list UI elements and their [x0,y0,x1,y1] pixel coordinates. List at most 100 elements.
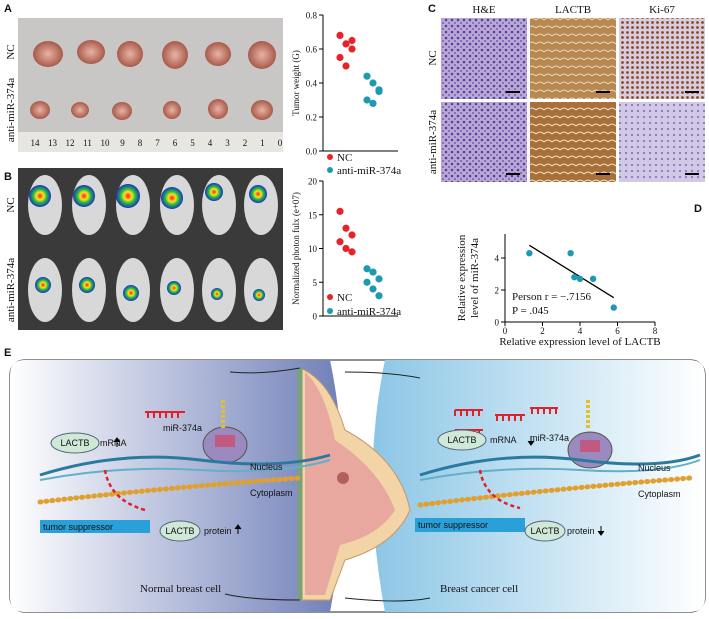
protein-label: protein [567,526,595,536]
row-label: NC [5,197,17,212]
data-point [363,96,371,104]
ruler-label: 1 [260,138,265,148]
left-shapes [37,400,331,542]
data-point [348,248,356,256]
data-point [375,275,383,283]
y-axis-label: Normalized photon fulx (e+07) [291,192,301,305]
cytoplasm-label: Cytoplasm [638,489,681,499]
luminescence [29,183,267,301]
cytoplasm-label: Cytoplasm [250,488,293,498]
x-tick-label: 8 [653,326,658,336]
column-label: LACTB [555,4,591,16]
data-point [363,265,371,273]
data-point [363,72,371,80]
data-point [369,99,377,107]
mirna-label: miR-374a [530,433,569,443]
x-tick-label: 4 [578,326,583,336]
data-point [369,79,377,87]
data-point [526,250,533,257]
mrna-label: mRNA [100,438,127,448]
breast [297,367,411,601]
data-point [576,275,584,282]
data-point [336,238,344,246]
data-point [342,62,350,70]
histology [441,18,705,182]
ruler-label: 11 [83,138,92,148]
ruler-label: 13 [48,138,58,148]
data-point [610,304,617,311]
data-point [589,275,597,282]
nucleus-label: Nucleus [250,462,283,472]
panel-label: C [428,3,436,15]
legend-marker [327,308,333,314]
cell-caption: Breast cancer cell [440,583,518,595]
row-label: NC [5,44,17,59]
ruler-label: 2 [243,138,248,148]
data-point [369,285,377,293]
cell-caption: Normal breast cell [140,583,221,595]
y-tick-label: 0.4 [306,79,318,89]
ruler-label: 6 [173,138,178,148]
ruler-label: 9 [120,138,125,148]
y-axis-label: Tumor weight (G) [291,50,301,116]
ruler-label: 5 [190,138,195,148]
nucleus-label: Nucleus [638,463,671,473]
legend-label: anti-miR-374a [337,165,401,177]
data-point [571,274,578,281]
ruler-label: 0 [278,138,283,148]
annotation: Person r = −.7156 [512,291,592,303]
panel-label: E [4,347,11,359]
y-tick-label: 0.8 [306,11,318,21]
mirna-label: miR-374a [163,423,202,433]
panel-label: D [694,203,702,215]
panel-label: B [4,171,12,183]
data-point [375,87,383,96]
data-point [342,40,350,48]
y-tick-label: 0.6 [306,45,318,55]
suppressor-label: tumor suppressor [43,522,113,532]
y-axis-label: level of miR-374a [469,238,481,318]
column-label: H&E [472,4,496,16]
annotation: P = .045 [512,305,549,317]
ruler-label: 4 [208,138,213,148]
y-tick-label: 4 [495,254,500,264]
x-tick-label: 2 [540,326,545,336]
x-tick-label: 0 [503,326,508,336]
y-tick-label: 2 [495,286,500,296]
data-point [363,278,371,286]
ruler-label: 7 [155,138,160,148]
data-point [342,224,350,232]
ruler-label: 8 [138,138,143,148]
data-point [342,244,350,253]
y-tick-label: 0.0 [306,147,318,157]
x-axis-label: Relative expression level of LACTB [499,336,660,348]
tumors [30,40,276,120]
legend-marker [327,294,333,300]
tumor-photo [18,18,283,152]
protein-gene-label: LACTB [165,526,194,536]
fit-line [529,244,615,299]
y-tick-label: 0 [495,318,500,328]
data-point [348,231,356,239]
row-label: NC [427,50,439,65]
y-tick-label: 10 [308,244,318,254]
protein-label: protein [204,526,232,536]
ruler-label: 14 [31,138,41,148]
protein-gene-label: LACTB [530,526,559,536]
panel-label: A [4,3,12,15]
legend-label: NC [337,292,352,304]
imaging-photo [18,168,283,330]
row-label: anti-miR-374a [5,78,17,142]
suppressor-label: tumor suppressor [418,520,488,530]
ruler-label: 12 [66,138,75,148]
ruler-label: 10 [101,138,111,148]
legend-marker [327,167,333,173]
gene-label: LACTB [447,435,476,445]
y-tick-label: 5 [313,278,318,288]
arrows [224,367,431,602]
ruler-label: 3 [225,138,230,148]
